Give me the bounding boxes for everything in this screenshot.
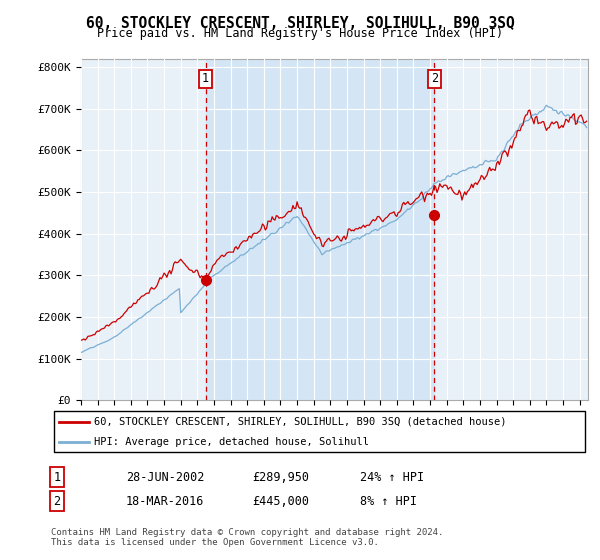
Text: Price paid vs. HM Land Registry's House Price Index (HPI): Price paid vs. HM Land Registry's House … — [97, 27, 503, 40]
Text: 28-JUN-2002: 28-JUN-2002 — [126, 470, 205, 484]
Text: 8% ↑ HPI: 8% ↑ HPI — [360, 494, 417, 508]
Text: £289,950: £289,950 — [252, 470, 309, 484]
Text: 2: 2 — [53, 494, 61, 508]
Text: 60, STOCKLEY CRESCENT, SHIRLEY, SOLIHULL, B90 3SQ: 60, STOCKLEY CRESCENT, SHIRLEY, SOLIHULL… — [86, 16, 514, 31]
Text: Contains HM Land Registry data © Crown copyright and database right 2024.
This d: Contains HM Land Registry data © Crown c… — [51, 528, 443, 547]
Text: HPI: Average price, detached house, Solihull: HPI: Average price, detached house, Soli… — [94, 437, 369, 447]
Text: 1: 1 — [53, 470, 61, 484]
Bar — [206, 59, 434, 400]
Text: 2: 2 — [431, 72, 438, 86]
Text: £445,000: £445,000 — [252, 494, 309, 508]
Text: 1: 1 — [202, 72, 209, 86]
FancyBboxPatch shape — [53, 411, 586, 452]
Text: 24% ↑ HPI: 24% ↑ HPI — [360, 470, 424, 484]
Text: 18-MAR-2016: 18-MAR-2016 — [126, 494, 205, 508]
Text: 60, STOCKLEY CRESCENT, SHIRLEY, SOLIHULL, B90 3SQ (detached house): 60, STOCKLEY CRESCENT, SHIRLEY, SOLIHULL… — [94, 417, 506, 427]
